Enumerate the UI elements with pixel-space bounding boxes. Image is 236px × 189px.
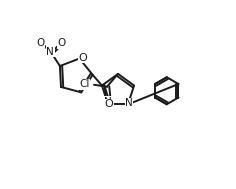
Text: N: N: [104, 97, 111, 107]
Text: O: O: [78, 53, 87, 63]
Text: O: O: [36, 38, 45, 48]
Text: N: N: [125, 98, 133, 108]
Text: N: N: [46, 47, 54, 57]
Text: Cl: Cl: [79, 79, 89, 89]
Text: O: O: [58, 38, 66, 48]
Text: O: O: [105, 99, 113, 109]
